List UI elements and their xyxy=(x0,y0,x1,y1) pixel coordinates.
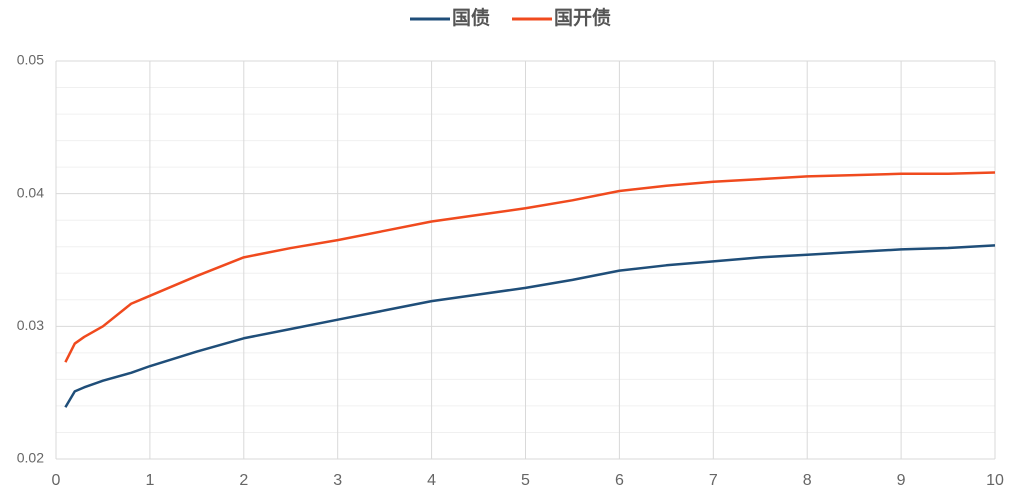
x-tick-label: 6 xyxy=(615,472,624,489)
y-tick-label: 0.05 xyxy=(17,52,44,68)
series-line xyxy=(64,171,996,363)
legend-label: 国债 xyxy=(452,6,490,29)
x-tick-label: 10 xyxy=(986,472,1004,489)
legend-label: 国开债 xyxy=(554,6,611,29)
x-tick-label: 1 xyxy=(145,472,154,489)
x-tick-label: 7 xyxy=(709,472,718,489)
x-tick-label: 5 xyxy=(521,472,530,489)
x-tick-label: 9 xyxy=(897,472,906,489)
x-tick-label: 2 xyxy=(239,472,248,489)
y-tick-label: 0.02 xyxy=(17,450,44,466)
series-line xyxy=(64,244,996,408)
y-tick-label: 0.04 xyxy=(17,184,44,200)
x-tick-label: 3 xyxy=(333,472,342,489)
x-tick-label: 8 xyxy=(803,472,812,489)
x-tick-label: 4 xyxy=(427,472,436,489)
x-tick-label: 0 xyxy=(52,472,61,489)
y-tick-label: 0.03 xyxy=(17,317,44,333)
